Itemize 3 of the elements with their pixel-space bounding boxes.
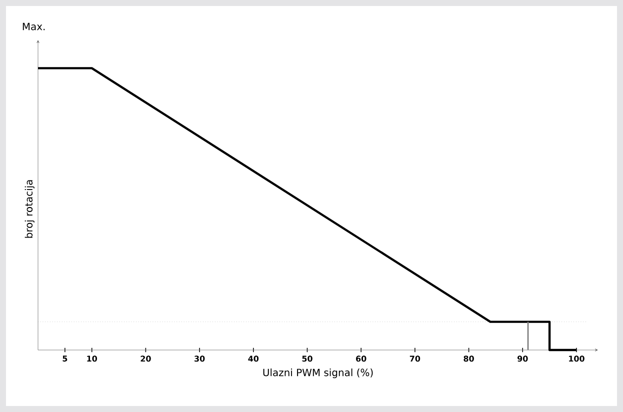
x-axis-title: Ulazni PWM signal (%)	[263, 368, 373, 378]
text: Max.	[22, 22, 45, 30]
y-axis-title: broj rotacija	[24, 180, 34, 238]
